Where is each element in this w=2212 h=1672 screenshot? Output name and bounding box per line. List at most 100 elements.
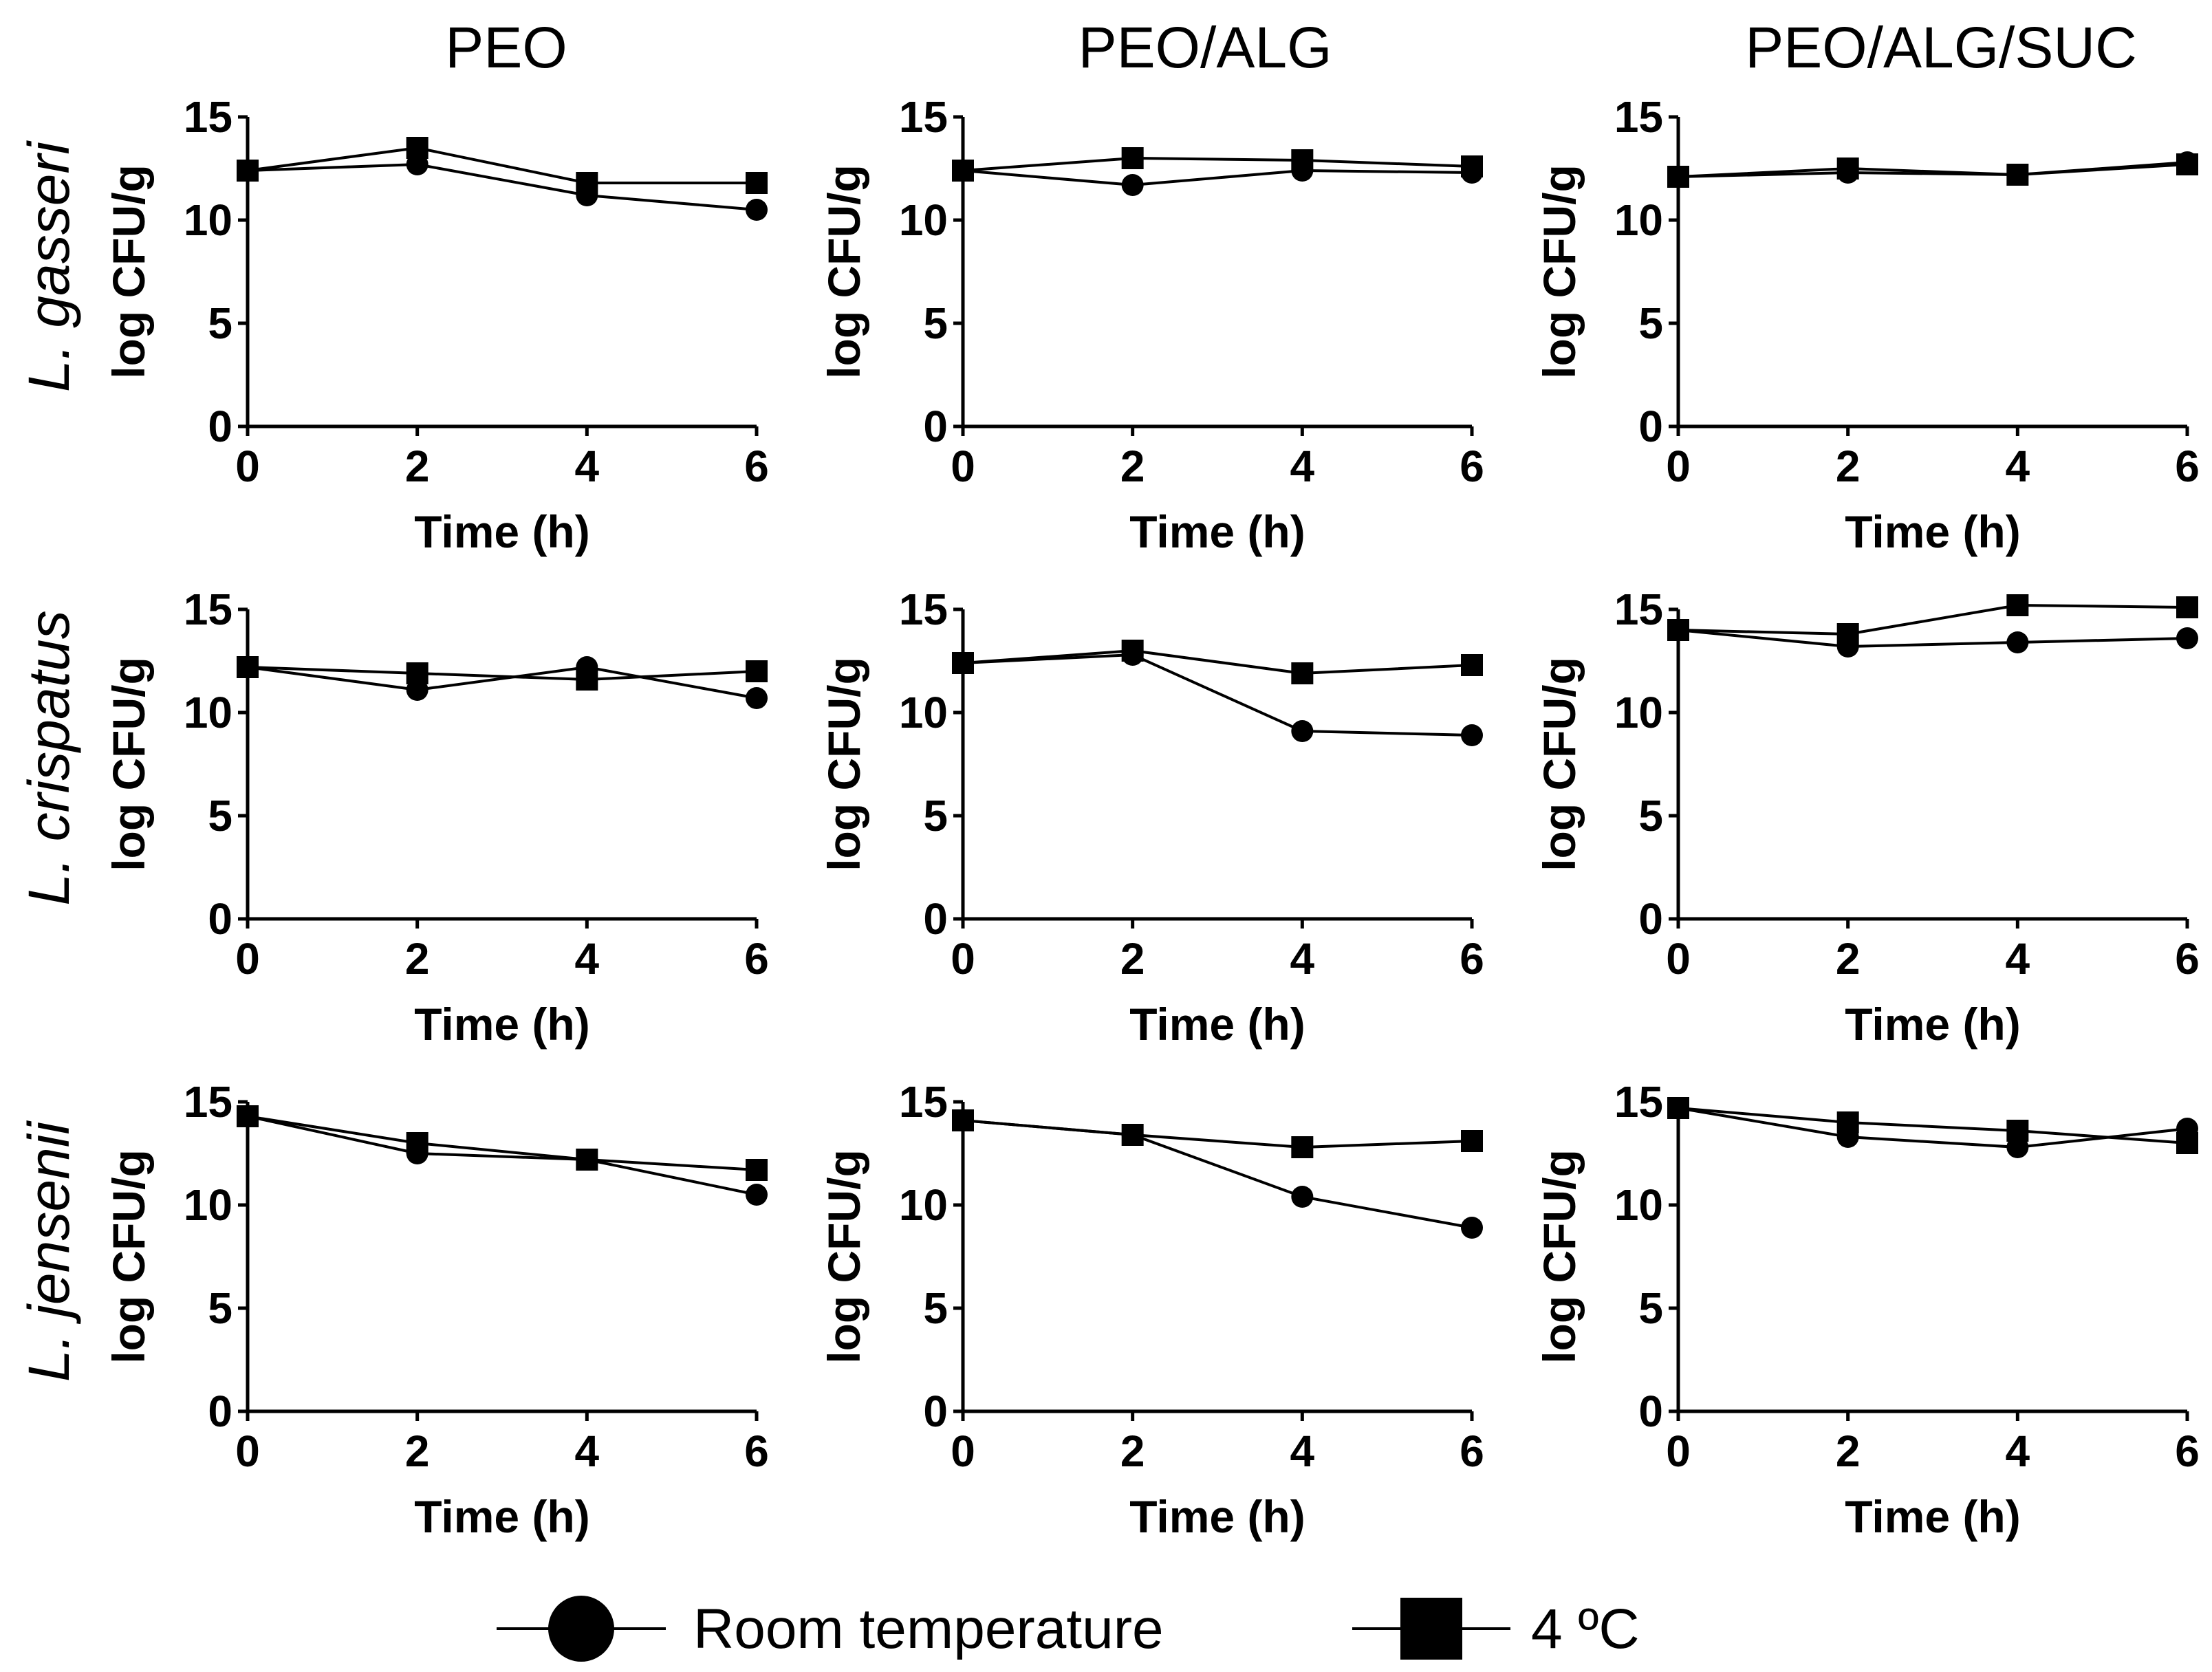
y-tick-label: 5	[208, 298, 232, 348]
y-tick-label: 10	[1614, 688, 1663, 737]
x-tick-label: 2	[1836, 442, 1861, 491]
panel-r1-c0: 0 2 4 6 0 5 10 15 Time (h) log CFU/g	[103, 585, 769, 1050]
x-axis-title: Time (h)	[414, 506, 589, 557]
y-axis-title: log CFU/g	[103, 657, 154, 871]
y-tick-label: 15	[1614, 1077, 1663, 1127]
y-tick-label: 10	[1614, 195, 1663, 245]
y-tick-label: 0	[208, 894, 232, 944]
x-tick-label: 4	[2006, 934, 2030, 984]
panel-r0-c2: 0 2 4 6 0 5 10 15 Time (h) log CFU/g	[1534, 92, 2200, 557]
data-point-room-temperature	[1291, 720, 1314, 742]
data-point-4c	[576, 669, 598, 691]
y-tick-label: 0	[1638, 894, 1663, 944]
legend-label-room-temperature: Room temperature	[693, 1598, 1164, 1660]
data-point-4c	[2176, 153, 2198, 175]
x-tick-label: 0	[951, 442, 975, 491]
y-axis-title: log CFU/g	[818, 657, 869, 871]
x-tick-label: 2	[1836, 1426, 1861, 1476]
y-tick-label: 10	[184, 195, 232, 245]
x-tick-label: 4	[575, 1426, 600, 1476]
y-axis-title: log CFU/g	[818, 1149, 869, 1364]
y-tick-label: 5	[1638, 298, 1663, 348]
x-tick-label: 2	[1836, 934, 1861, 984]
y-tick-label: 15	[899, 1077, 948, 1127]
x-tick-label: 4	[1290, 934, 1315, 984]
series-line-4c	[247, 1115, 757, 1171]
legend-item-room-temperature: Room temperature	[497, 1596, 1164, 1662]
y-axis-title: log CFU/g	[1534, 657, 1585, 871]
x-tick-label: 6	[744, 1426, 769, 1476]
y-tick-label: 15	[1614, 92, 1663, 142]
data-point-4c	[746, 660, 768, 682]
series-line-4c	[1678, 603, 2188, 636]
data-point-4c	[1121, 147, 1144, 169]
series-line-room-temperature	[247, 1115, 757, 1196]
x-tick-label: 6	[1460, 934, 1484, 984]
series-line-room-temperature	[962, 169, 1473, 187]
data-point-4c	[1121, 640, 1144, 662]
data-point-4c	[1667, 166, 1689, 188]
row-label-l-gasseri: L. gasseri	[17, 140, 81, 393]
y-tick-label: 15	[899, 92, 948, 142]
y-tick-label: 15	[899, 585, 948, 634]
y-tick-label: 0	[923, 402, 948, 451]
data-point-4c	[406, 662, 429, 684]
series-line-4c	[247, 146, 757, 184]
y-tick-label: 15	[184, 585, 232, 634]
panel-r0-c0: 0 2 4 6 0 5 10 15 Time (h) log CFU/g	[103, 92, 769, 557]
panel-r2-c1: 0 2 4 6 0 5 10 15 Time (h) log CFU/g	[818, 1077, 1484, 1542]
y-axis-title: log CFU/g	[1534, 164, 1585, 379]
y-tick-label: 15	[1614, 585, 1663, 634]
legend-item-4c: 4 ºC	[1352, 1598, 1640, 1660]
data-point-room-temperature	[746, 687, 768, 709]
column-title-peo: PEO	[445, 15, 567, 80]
x-tick-label: 0	[1666, 1426, 1691, 1476]
data-point-4c	[1836, 158, 1859, 180]
data-point-room-temperature	[1291, 1186, 1314, 1208]
x-tick-label: 2	[405, 934, 430, 984]
x-tick-label: 6	[1460, 1426, 1484, 1476]
y-tick-label: 10	[184, 688, 232, 737]
series-line-4c	[247, 666, 757, 682]
data-point-4c	[2006, 164, 2029, 186]
legend-circle-icon	[548, 1596, 614, 1662]
y-tick-label: 10	[1614, 1180, 1663, 1230]
data-point-4c	[746, 172, 768, 194]
data-point-4c	[746, 1159, 768, 1181]
data-point-4c	[1461, 1130, 1483, 1152]
data-point-4c	[1667, 619, 1689, 641]
data-point-4c	[952, 160, 974, 182]
x-tick-label: 2	[405, 1426, 430, 1476]
data-point-4c	[237, 160, 259, 182]
data-point-4c	[406, 1132, 429, 1154]
column-title-peo-alg-suc: PEO/ALG/SUC	[1745, 15, 2137, 80]
y-tick-label: 5	[923, 791, 948, 840]
data-point-4c	[237, 1105, 259, 1127]
data-point-4c	[1836, 1111, 1859, 1133]
y-tick-label: 0	[1638, 402, 1663, 451]
x-tick-label: 4	[1290, 1426, 1315, 1476]
data-point-room-temperature	[746, 1184, 768, 1206]
y-tick-label: 0	[923, 894, 948, 944]
x-tick-label: 6	[2175, 1426, 2200, 1476]
column-title-peo-alg: PEO/ALG	[1078, 15, 1332, 80]
y-tick-label: 0	[923, 1387, 948, 1436]
x-tick-label: 0	[235, 934, 260, 984]
data-point-4c	[1836, 623, 1859, 645]
x-axis-title: Time (h)	[1845, 1491, 2020, 1542]
data-point-room-temperature	[2176, 627, 2198, 649]
column-titles: PEO PEO/ALG PEO/ALG/SUC	[445, 15, 2136, 80]
y-axis-title: log CFU/g	[1534, 1149, 1585, 1364]
series-line-room-temperature	[1678, 629, 2188, 649]
data-point-4c	[406, 137, 429, 159]
x-tick-label: 0	[951, 934, 975, 984]
data-point-room-temperature	[1461, 1217, 1483, 1239]
x-tick-label: 2	[1120, 442, 1145, 491]
data-point-4c	[1461, 654, 1483, 676]
data-point-4c	[576, 1149, 598, 1171]
data-point-room-temperature	[1121, 174, 1144, 196]
y-tick-label: 0	[1638, 1387, 1663, 1436]
series-line-4c	[962, 649, 1473, 675]
x-tick-label: 2	[1120, 934, 1145, 984]
